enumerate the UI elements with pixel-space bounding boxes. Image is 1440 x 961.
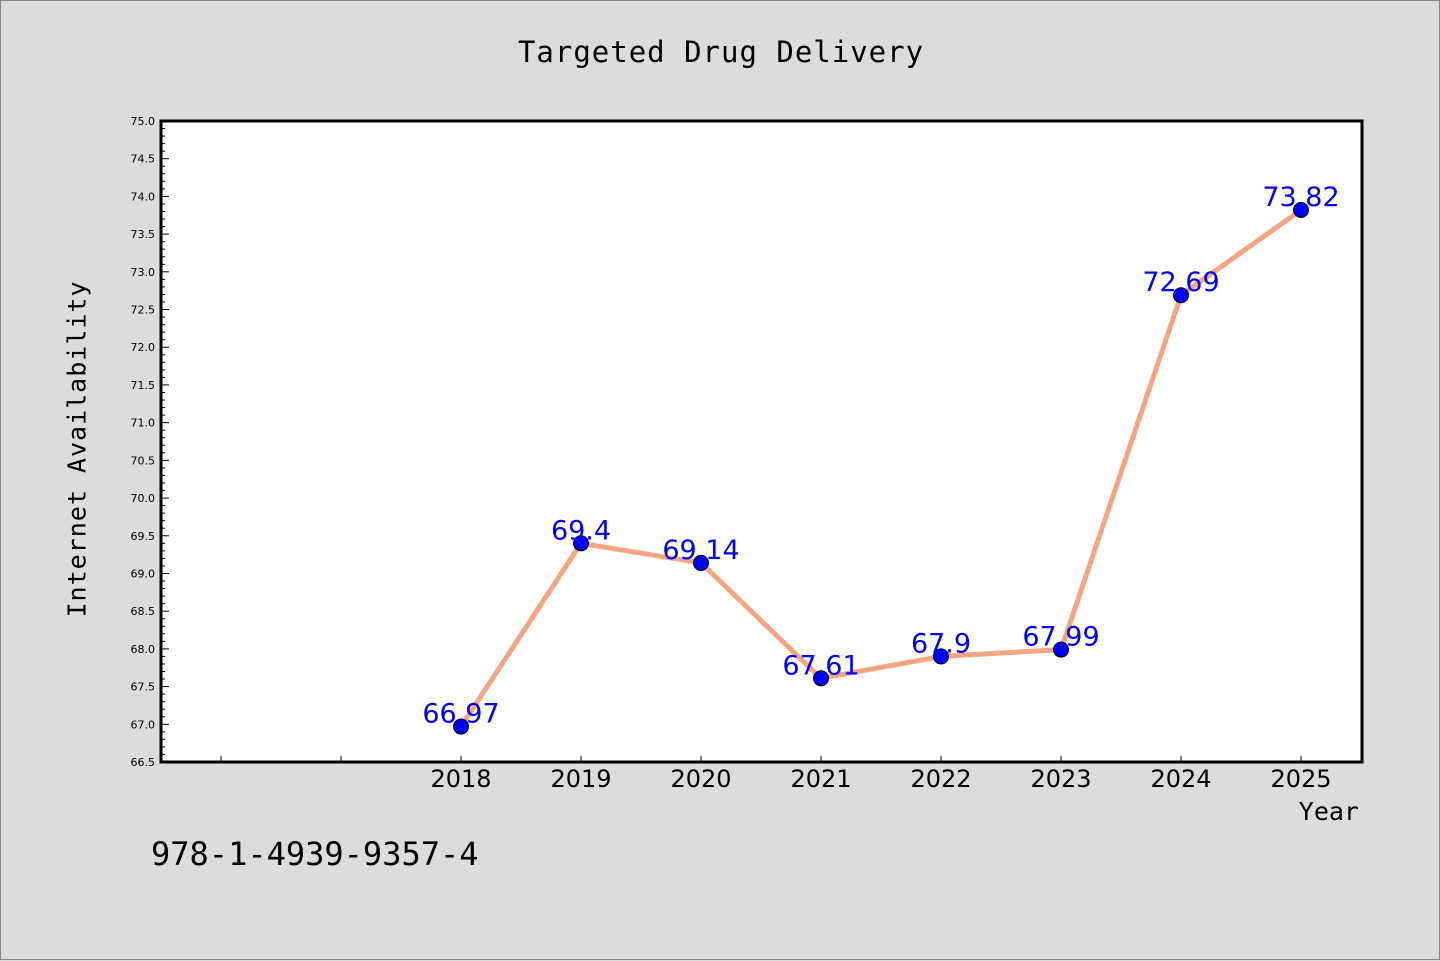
isbn-text: 978-1-4939-9357-4 [151,835,479,873]
y-tick-label: 71.5 [131,379,156,392]
data-point [1173,287,1189,304]
x-tick-label: 2024 [1150,765,1211,793]
y-tick-label: 70.5 [131,454,156,467]
y-tick-label: 69.0 [131,567,156,580]
data-point [693,554,709,571]
y-tick-label: 73.5 [131,228,156,241]
data-label: 67.9 [911,628,971,659]
data-label: 67.99 [1022,622,1099,653]
data-point [573,535,589,552]
y-tick-label: 70.0 [131,492,156,505]
data-point [1293,201,1309,218]
y-tick-label: 69.5 [131,530,156,543]
x-tick-label: 2019 [550,765,611,793]
y-tick-label: 66.5 [131,756,156,769]
data-label: 73.82 [1262,182,1339,213]
plot-frame [159,119,1364,764]
x-tick-label: 2022 [910,765,971,793]
x-tick-label: 2025 [1270,765,1331,793]
x-axis-label: Year [1298,797,1359,826]
data-label: 72.69 [1142,267,1219,298]
chart-title: Targeted Drug Delivery [517,35,925,69]
series-line [458,207,1304,730]
data-point [933,648,949,665]
x-tick-label: 2020 [670,765,731,793]
x-tick-label: 2021 [790,765,851,793]
y-tick-label: 73.0 [131,266,156,279]
y-tick-label: 74.0 [131,190,156,203]
y-tick-label: 68.0 [131,643,156,656]
y-tick-label: 74.5 [131,153,156,166]
y-tick-label: 71.0 [131,417,156,430]
x-tick-label: 2018 [430,765,491,793]
data-label: 66.97 [422,699,499,730]
x-tick-label: 2023 [1030,765,1091,793]
y-tick-label: 67.0 [131,718,156,731]
data-point [453,718,469,735]
data-point [813,670,829,687]
y-tick-label: 68.5 [131,605,156,618]
data-label: 69.4 [551,515,611,546]
y-tick-label: 75.0 [131,115,156,128]
data-label: 69.14 [662,535,739,566]
y-tick-label: 67.5 [131,681,156,694]
data-label: 67.61 [782,650,859,681]
y-tick-label: 72.0 [131,341,156,354]
y-tick-label: 72.5 [131,304,156,317]
data-point [1053,641,1069,658]
